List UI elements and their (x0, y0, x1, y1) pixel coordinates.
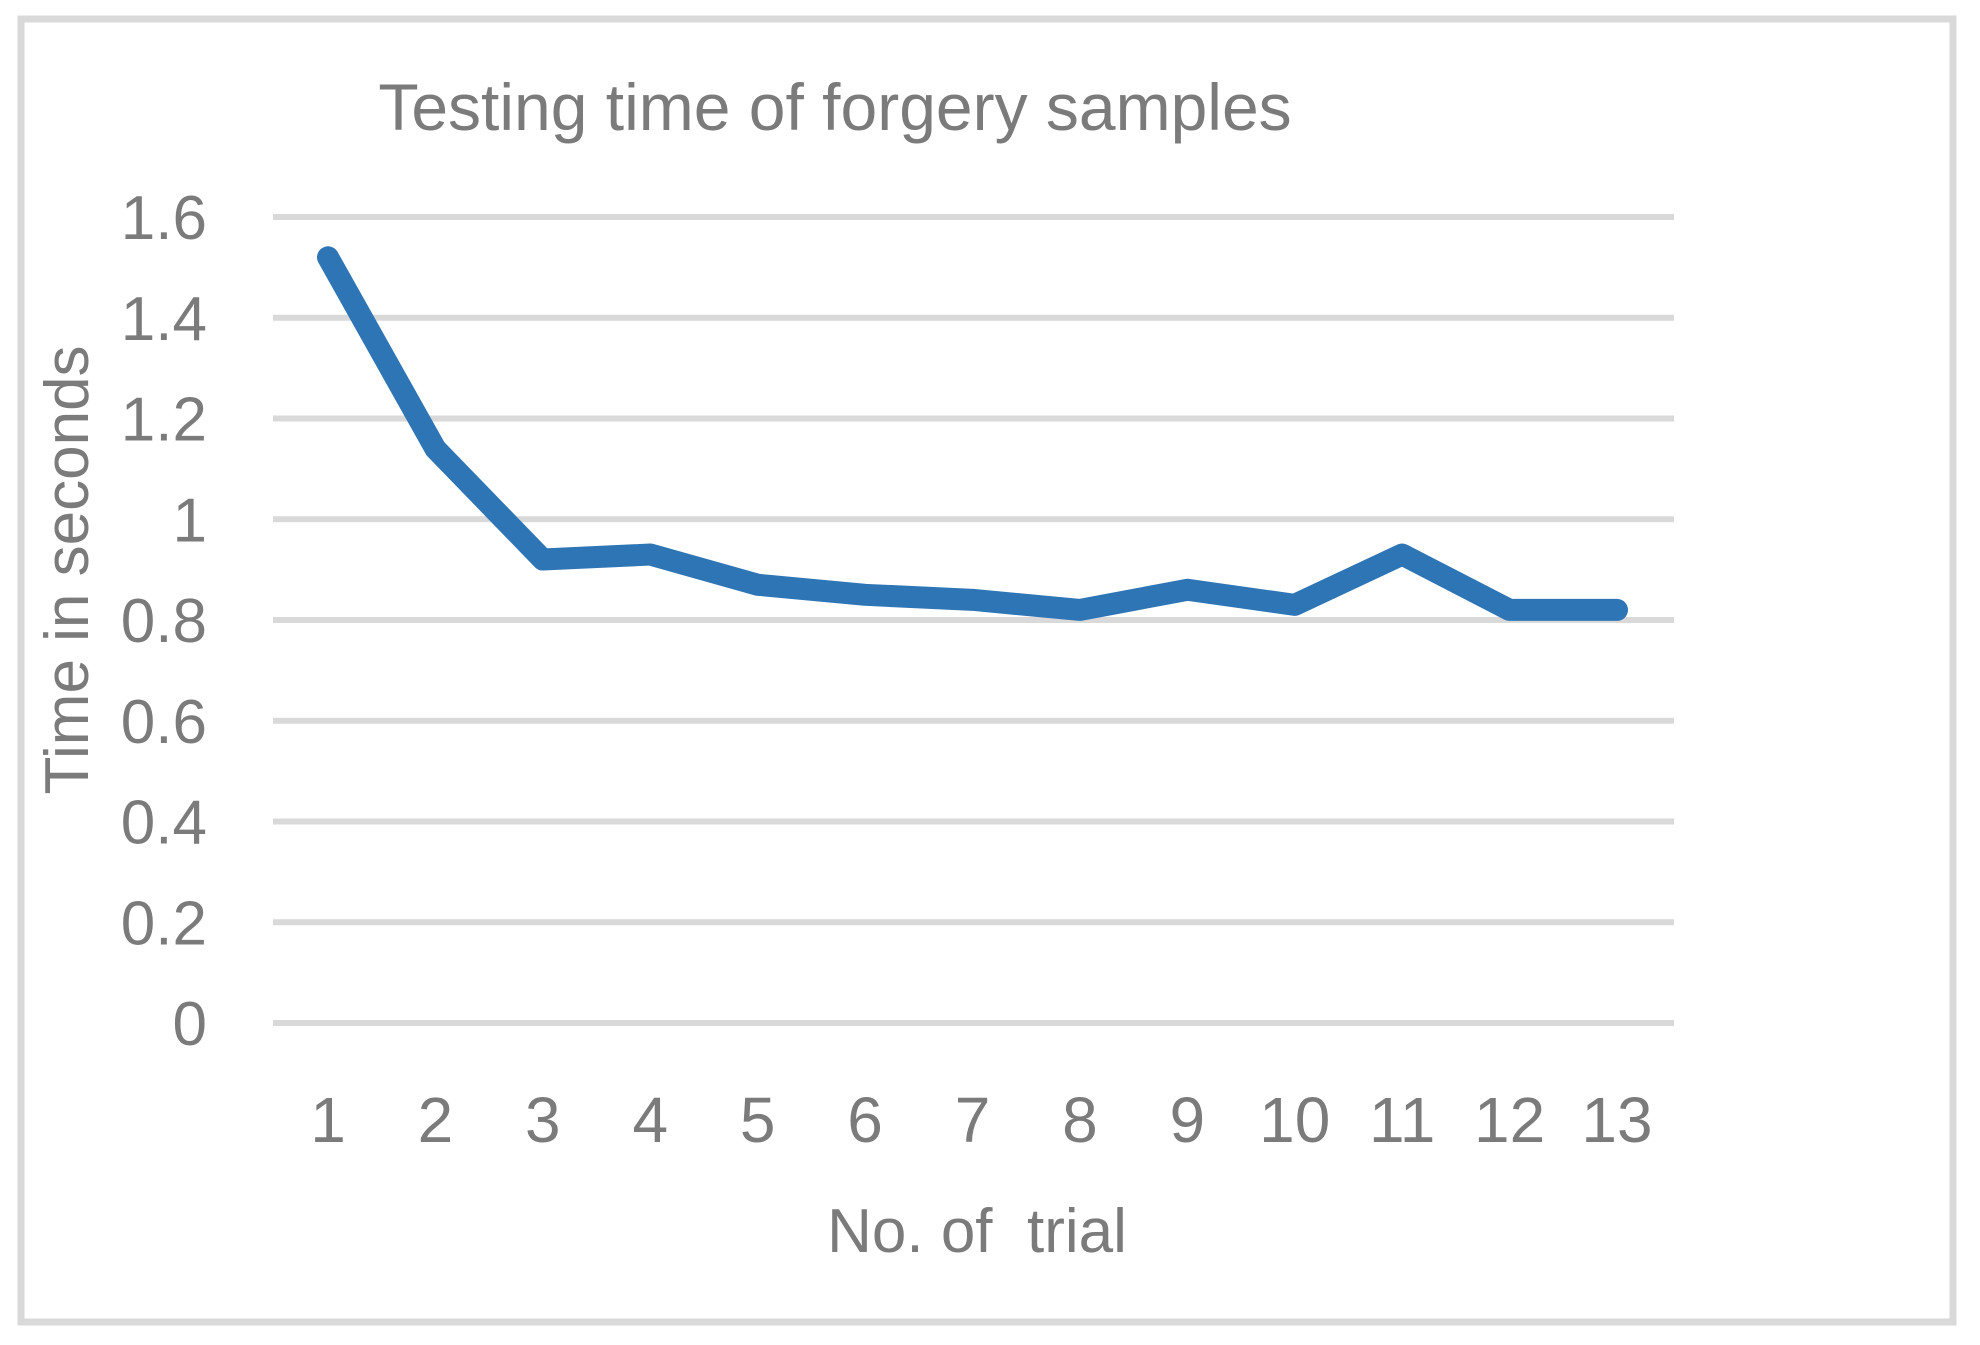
x-axis-title: No. of trial (827, 1197, 1127, 1266)
y-axis-title: Time in seconds (33, 345, 102, 794)
x-tick-label: 8 (1062, 1084, 1098, 1156)
y-tick-label: 0 (173, 990, 207, 1059)
x-tick-label: 9 (1170, 1084, 1206, 1156)
y-tick-label: 0.6 (121, 688, 207, 757)
y-axis-tick-labels: 0 0.2 0.4 0.6 0.8 1 1.2 1.4 1.6 (121, 184, 207, 1059)
x-tick-label: 6 (847, 1084, 883, 1156)
x-tick-label: 11 (1369, 1084, 1435, 1156)
x-tick-label: 10 (1259, 1084, 1330, 1156)
y-tick-label: 1.6 (121, 184, 207, 253)
data-series-group (317, 246, 1628, 621)
x-axis-tick-labels: 1 2 3 4 5 6 7 8 9 10 11 12 13 (310, 1084, 1652, 1156)
gridlines-group (273, 214, 1674, 1026)
y-tick-label: 1.2 (121, 386, 207, 455)
x-tick-label: 2 (418, 1084, 454, 1156)
chart-title: Testing time of forgery samples (378, 70, 1291, 144)
x-tick-label: 4 (632, 1084, 668, 1156)
x-tick-label: 13 (1581, 1084, 1652, 1156)
x-tick-label: 5 (740, 1084, 776, 1156)
y-tick-label: 1 (173, 486, 207, 555)
chart-border (17, 15, 1957, 1326)
y-tick-label: 0.4 (121, 789, 207, 858)
y-tick-label: 0.8 (121, 587, 207, 656)
y-tick-label: 0.2 (121, 889, 207, 958)
data-series-line (317, 246, 1628, 621)
x-tick-label: 1 (310, 1084, 346, 1156)
x-tick-label: 7 (955, 1084, 991, 1156)
y-tick-label: 1.4 (121, 285, 207, 354)
x-tick-label: 12 (1474, 1084, 1545, 1156)
x-tick-label: 3 (525, 1084, 561, 1156)
